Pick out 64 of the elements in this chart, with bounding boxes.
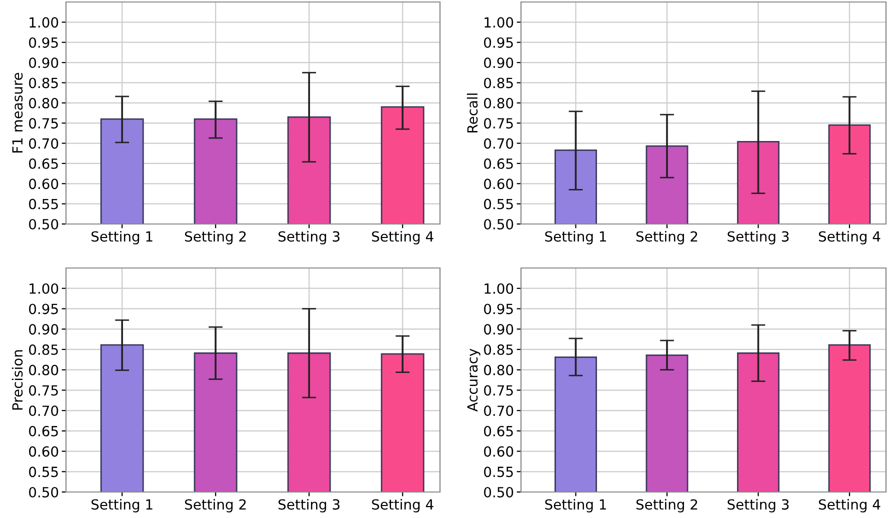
y-tick-label: 0.50 — [484, 486, 514, 498]
x-tick-label: Setting 3 — [728, 498, 789, 512]
y-tick-label: 0.75 — [484, 118, 513, 129]
y-tick-label: 0.50 — [29, 218, 58, 230]
x-tick-label: Setting 2 — [636, 230, 698, 244]
y-tick-label: 0.75 — [29, 118, 58, 129]
y-tick-label: 0.70 — [29, 406, 58, 416]
x-tick-label: Setting 1 — [545, 230, 606, 244]
x-tick-label: Setting 1 — [545, 498, 606, 512]
y-tick-label: 0.65 — [484, 158, 513, 169]
y-tick-label: 0.80 — [484, 98, 514, 108]
x-tick-label: Setting 4 — [818, 230, 880, 244]
y-tick-label: 0.60 — [29, 178, 58, 190]
y-tick-label: 0.60 — [29, 446, 58, 457]
y-tick-label: 0.50 — [29, 486, 58, 498]
x-tick-label: Setting 3 — [278, 230, 340, 244]
x-tick-label: Setting 2 — [185, 498, 246, 512]
y-tick-label: 0.85 — [29, 78, 58, 88]
y-tick-label: 0.95 — [484, 37, 513, 48]
y-tick-label: 0.80 — [29, 98, 58, 108]
y-tick-label: 0.80 — [29, 364, 58, 376]
y-tick-label: 0.85 — [29, 344, 58, 355]
x-tick-label: Setting 1 — [92, 230, 152, 244]
y-tick-label: 0.95 — [29, 37, 58, 48]
y-tick-label: 0.90 — [484, 58, 514, 68]
y-tick-label: 1.00 — [484, 17, 514, 28]
y-tick-label: 0.65 — [29, 158, 58, 169]
y-tick-label: 0.90 — [484, 324, 514, 335]
y-tick-label: 1.00 — [484, 283, 514, 294]
x-tick-label: Setting 2 — [636, 498, 698, 512]
x-tick-label: Setting 1 — [92, 498, 152, 512]
y-tick-label: 0.90 — [29, 324, 58, 335]
y-tick-label: 0.55 — [29, 466, 58, 478]
y-tick-label: 1.00 — [30, 283, 58, 294]
y-axis-title: F1 measure — [12, 72, 23, 153]
y-tick-label: 1.00 — [30, 17, 58, 28]
y-tick-label: 0.80 — [484, 364, 514, 376]
x-tick-label: Setting 4 — [372, 230, 434, 244]
y-tick-label: 0.70 — [484, 406, 514, 416]
y-axis-title: Precision — [12, 350, 23, 410]
y-tick-label: 0.60 — [484, 446, 514, 457]
y-axis-title: Accuracy — [467, 348, 480, 412]
y-tick-label: 0.85 — [484, 78, 513, 88]
y-tick-label: 0.95 — [484, 304, 513, 314]
y-tick-label: 0.60 — [484, 178, 514, 190]
y-tick-label: 0.65 — [29, 426, 58, 436]
y-tick-label: 0.55 — [484, 466, 513, 478]
y-tick-label: 0.90 — [29, 58, 58, 68]
x-tick-label: Setting 3 — [278, 498, 340, 512]
x-tick-label: Setting 4 — [372, 498, 434, 512]
y-tick-label: 0.75 — [484, 385, 513, 396]
x-tick-label: Setting 3 — [728, 230, 789, 244]
y-tick-label: 0.55 — [29, 198, 58, 210]
y-axis-title: Recall — [466, 94, 478, 132]
y-tick-label: 0.65 — [484, 426, 513, 436]
x-tick-label: Setting 4 — [818, 498, 880, 512]
y-tick-label: 0.70 — [484, 138, 514, 149]
y-tick-label: 0.70 — [29, 138, 58, 149]
x-tick-label: Setting 2 — [185, 230, 246, 244]
y-tick-label: 0.75 — [29, 385, 58, 396]
y-tick-label: 0.85 — [484, 344, 513, 355]
y-tick-label: 0.95 — [29, 304, 58, 314]
y-tick-label: 0.55 — [484, 198, 513, 210]
y-tick-label: 0.50 — [484, 218, 514, 230]
